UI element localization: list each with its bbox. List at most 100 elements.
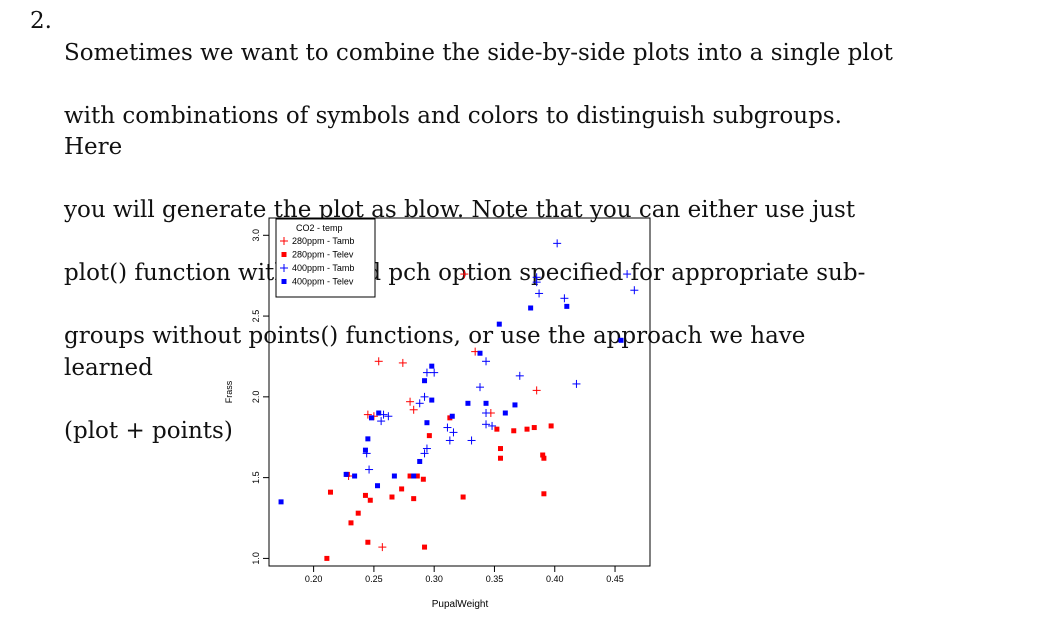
data-point (460, 270, 469, 279)
legend-marker (280, 264, 288, 272)
data-point (420, 476, 426, 482)
data-point (365, 465, 374, 474)
data-point (488, 421, 497, 430)
data-point (378, 543, 387, 552)
data-point (429, 363, 435, 369)
legend-label: 280ppm - Telev (292, 250, 354, 260)
data-point (367, 497, 373, 503)
data-point (362, 492, 368, 498)
legend-label: 280ppm - Tamb (292, 236, 354, 246)
y-tick-label: 3.0 (251, 229, 261, 242)
x-tick-label: 0.45 (606, 574, 624, 584)
x-axis: 0.20 0.25 0.30 0.35 0.40 0.45 (305, 566, 624, 584)
data-point (528, 305, 534, 311)
data-point (460, 494, 466, 500)
data-point (424, 420, 430, 426)
data-point (532, 386, 541, 395)
data-point (443, 423, 452, 432)
data-point (343, 471, 349, 477)
data-point (630, 286, 639, 295)
data-point (352, 473, 358, 479)
data-point (524, 426, 530, 432)
data-point (572, 379, 581, 388)
x-tick-label: 0.40 (546, 574, 564, 584)
legend-label: 400ppm - Telev (292, 277, 354, 287)
data-point (374, 357, 383, 366)
question-line: you will generate the plot as blow. Note… (64, 197, 856, 223)
data-point (415, 399, 424, 408)
data-point (376, 410, 382, 416)
data-point (365, 539, 371, 545)
data-point (541, 491, 547, 497)
question-line: with combinations of symbols and colors … (64, 102, 842, 161)
data-point (535, 289, 544, 298)
x-tick-label: 0.25 (365, 574, 383, 584)
data-point (482, 420, 491, 429)
legend-label: 400ppm - Tamb (292, 263, 354, 273)
data-point (365, 436, 371, 442)
data-point (449, 413, 455, 419)
data-point (375, 483, 381, 489)
data-point (553, 239, 562, 248)
data-point (422, 378, 428, 384)
question-line: Sometimes we want to combine the side-by… (64, 39, 893, 66)
data-point (564, 303, 570, 309)
data-point (389, 494, 395, 500)
data-point (496, 321, 502, 327)
data-point (540, 452, 546, 458)
data-points (278, 239, 639, 561)
data-point (420, 392, 429, 401)
data-point (368, 415, 374, 421)
question-line: (plot + points) (64, 417, 233, 444)
data-point (512, 402, 518, 408)
data-point (406, 397, 415, 406)
data-point (623, 270, 632, 279)
data-point (426, 433, 432, 439)
plot-frame (268, 217, 651, 567)
data-point (414, 473, 420, 479)
data-point (497, 446, 503, 452)
legend-marker (281, 279, 287, 284)
y-tick-label: 1.0 (251, 552, 261, 565)
data-point (422, 444, 431, 453)
data-point (515, 371, 524, 380)
data-point (363, 410, 372, 419)
data-point (327, 489, 333, 495)
data-point (422, 544, 428, 550)
data-point (548, 423, 554, 429)
legend-box (275, 218, 376, 298)
data-point (618, 337, 624, 343)
data-point (377, 417, 386, 426)
data-point (475, 383, 484, 392)
data-point (420, 449, 429, 458)
data-point (511, 428, 517, 434)
data-point (278, 499, 284, 505)
y-axis: 1.0 1.5 2.0 2.5 3.0 (251, 229, 269, 565)
data-point (417, 458, 423, 464)
data-point (409, 405, 418, 414)
y-tick-label: 2.5 (251, 310, 261, 323)
data-point (494, 426, 500, 432)
data-point (399, 486, 405, 492)
data-point (384, 412, 393, 421)
data-point (362, 447, 368, 453)
data-point (348, 520, 354, 526)
data-point (355, 510, 361, 516)
data-point (391, 473, 397, 479)
x-axis-label: PupalWeight (432, 599, 489, 610)
data-point (502, 410, 508, 416)
legend: CO2 - temp 280ppm - Tamb 280ppm - Telev 40… (275, 218, 376, 298)
data-point (560, 294, 569, 303)
x-tick-label: 0.30 (425, 574, 443, 584)
data-point (482, 409, 491, 418)
question-number: 2. (30, 8, 52, 34)
data-point (541, 455, 547, 461)
data-point (422, 368, 431, 377)
data-point (467, 436, 476, 445)
data-point (477, 350, 483, 356)
data-point (532, 278, 541, 287)
data-point (531, 425, 537, 431)
data-point (407, 473, 413, 479)
data-point (497, 455, 503, 461)
